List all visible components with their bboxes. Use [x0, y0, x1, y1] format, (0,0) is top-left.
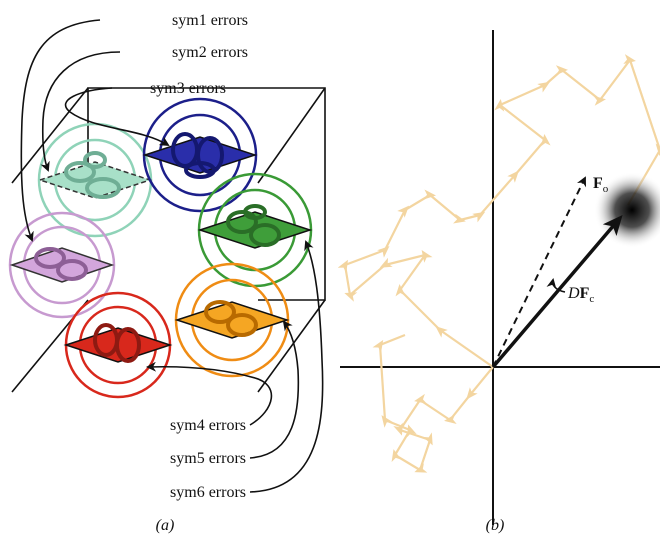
panel-a: sym1 errors sym2 errors sym3 errors sym4…: [10, 12, 325, 534]
figure: sym1 errors sym2 errors sym3 errors sym4…: [0, 0, 660, 540]
copy-orange: [176, 264, 288, 376]
copy-pink: [10, 213, 114, 317]
fo-vector: [493, 178, 585, 367]
callout-label: sym5 errors: [170, 450, 246, 467]
callout-label: sym3 errors: [150, 80, 226, 97]
symmetry-copies: [10, 99, 311, 397]
dfc-vector: [493, 218, 620, 367]
panel-label: (b): [486, 517, 505, 534]
dfc-label: DFc: [567, 285, 594, 305]
callout-label: sym6 errors: [170, 484, 246, 501]
copy-red: [66, 293, 170, 397]
callout-label: sym2 errors: [172, 44, 248, 61]
callout-labels: sym1 errors sym2 errors sym3 errors sym4…: [150, 12, 248, 501]
panel-label: (a): [156, 517, 175, 534]
copy-teal: [39, 124, 151, 236]
subscript: o: [603, 183, 609, 195]
prefix: D: [567, 285, 580, 302]
callout-label: sym4 errors: [170, 417, 246, 434]
symbol: F: [593, 175, 603, 192]
callout-label: sym1 errors: [172, 12, 248, 29]
symbol: F: [580, 285, 590, 302]
panel-b: Fo DFc (b): [340, 30, 660, 534]
subscript: c: [589, 293, 594, 305]
